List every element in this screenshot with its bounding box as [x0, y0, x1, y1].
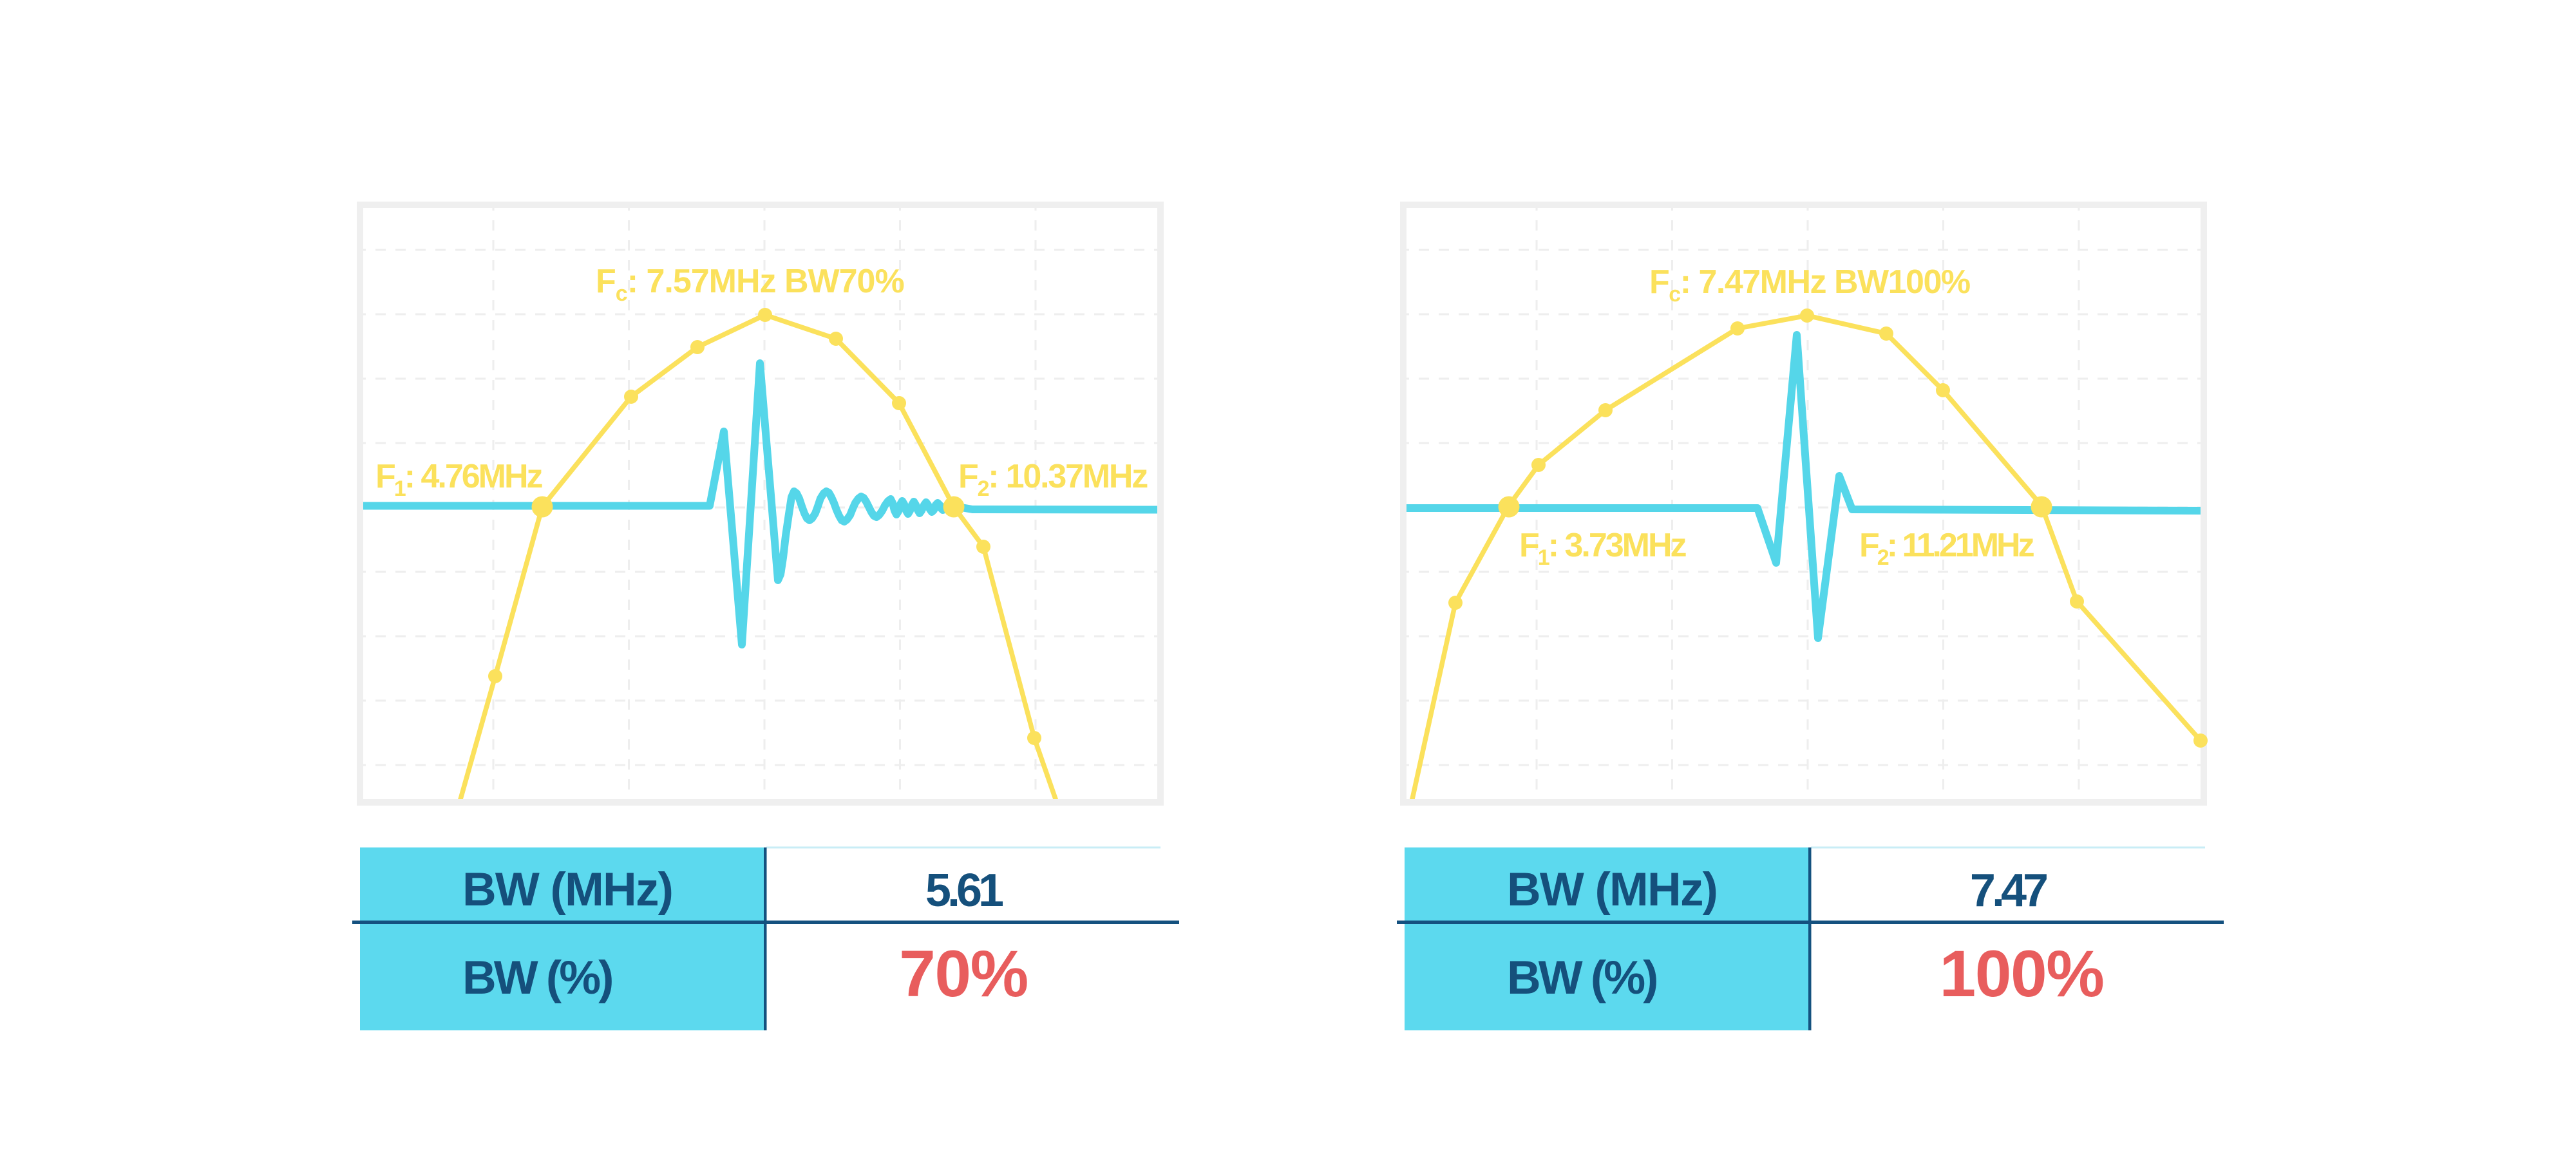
svg-text:BW (MHz): BW (MHz) [1507, 864, 1717, 916]
svg-text:100%: 100% [1940, 937, 2104, 1010]
svg-text:F2: 10.37MHz: F2: 10.37MHz [958, 458, 1148, 501]
svg-text:F2: 11.21MHz: F2: 11.21MHz [1859, 527, 2034, 570]
svg-text:BW (%): BW (%) [1507, 952, 1656, 1004]
svg-text:BW (%): BW (%) [462, 952, 612, 1004]
svg-text:5.61: 5.61 [925, 865, 1003, 916]
svg-text:Fc: 7.57MHz BW70%: Fc: 7.57MHz BW70% [596, 263, 904, 306]
svg-text:F1: 4.76MHz: F1: 4.76MHz [375, 458, 543, 501]
svg-text:F1: 3.73MHz: F1: 3.73MHz [1519, 527, 1687, 570]
svg-text:70%: 70% [899, 937, 1028, 1010]
svg-text:7.47: 7.47 [1970, 865, 2047, 916]
svg-text:BW (MHz): BW (MHz) [462, 864, 672, 916]
svg-text:Fc: 7.47MHz BW100%: Fc: 7.47MHz BW100% [1649, 263, 1970, 307]
